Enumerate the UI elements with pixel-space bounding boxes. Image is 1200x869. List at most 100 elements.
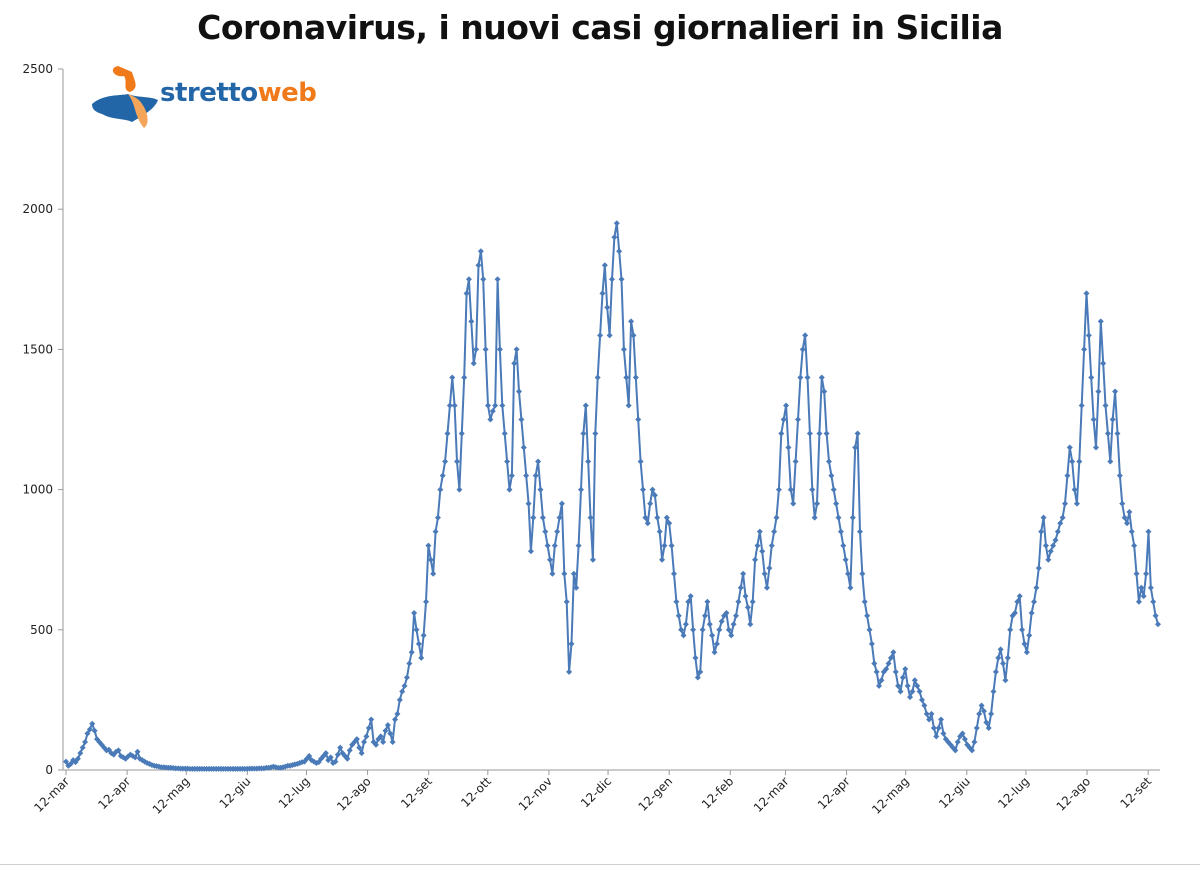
data-point xyxy=(933,733,940,740)
data-point xyxy=(771,528,778,535)
data-point xyxy=(940,730,947,737)
data-point xyxy=(861,598,868,605)
data-point xyxy=(82,738,89,745)
data-point xyxy=(1004,654,1011,661)
data-point xyxy=(914,682,921,689)
data-point xyxy=(706,621,713,628)
data-point xyxy=(1050,542,1057,549)
data-point xyxy=(876,682,883,689)
data-point xyxy=(792,458,799,465)
data-point xyxy=(873,668,880,675)
data-point xyxy=(685,598,692,605)
data-point xyxy=(926,716,933,723)
data-point xyxy=(1014,598,1021,605)
data-point xyxy=(775,486,782,493)
data-point xyxy=(983,719,990,726)
data-point xyxy=(609,276,615,283)
data-point xyxy=(854,430,861,437)
data-point xyxy=(554,528,561,535)
data-point xyxy=(992,668,999,675)
data-point xyxy=(613,220,620,227)
data-point xyxy=(1128,528,1135,535)
data-point xyxy=(1104,430,1111,437)
x-axis-ticks: 12-mar 12-apr 12-mag 12-giu 12-lug 12-ago 12-s… xyxy=(31,770,1154,817)
data-point xyxy=(89,720,96,727)
data-point xyxy=(809,486,816,493)
data-point xyxy=(377,733,384,740)
data-point xyxy=(814,500,821,507)
data-point xyxy=(573,584,580,591)
data-point xyxy=(523,472,530,479)
data-point xyxy=(1007,626,1014,633)
x-tick-label: 12-lug xyxy=(995,774,1032,811)
data-point xyxy=(780,416,787,423)
data-point xyxy=(551,542,558,549)
data-point xyxy=(394,710,401,717)
data-point xyxy=(859,570,866,577)
data-point xyxy=(489,408,496,415)
data-point xyxy=(635,416,642,423)
data-point xyxy=(387,730,394,737)
data-point xyxy=(618,276,625,283)
data-point xyxy=(1135,598,1142,605)
x-tick-label: 12-ago xyxy=(334,774,374,814)
y-axis-ticks: 0 500 1000 1500 2000 2500 xyxy=(22,62,63,777)
data-point xyxy=(1054,528,1061,535)
data-point xyxy=(630,332,637,339)
data-point xyxy=(408,649,415,656)
data-point xyxy=(678,626,685,633)
data-point xyxy=(63,758,69,765)
data-point xyxy=(978,702,985,709)
data-point xyxy=(74,755,81,762)
data-point xyxy=(976,710,983,717)
data-point xyxy=(446,402,453,409)
data-point xyxy=(911,677,918,684)
data-point xyxy=(454,458,461,465)
data-point xyxy=(961,736,968,743)
data-point xyxy=(368,716,375,723)
data-point xyxy=(1109,416,1116,423)
data-point xyxy=(601,262,608,269)
data-point xyxy=(1078,402,1085,409)
data-point xyxy=(837,528,844,535)
data-point xyxy=(496,346,503,353)
data-point xyxy=(434,514,441,521)
data-point xyxy=(606,332,613,339)
data-point xyxy=(892,668,899,675)
data-point xyxy=(711,649,718,656)
data-point xyxy=(1112,388,1119,395)
data-point xyxy=(124,753,131,760)
data-point xyxy=(539,514,546,521)
data-point xyxy=(623,374,630,381)
data-point xyxy=(670,570,677,577)
data-point xyxy=(856,528,863,535)
series-line xyxy=(65,222,1159,770)
data-point xyxy=(1023,649,1030,656)
data-point xyxy=(1088,374,1095,381)
data-point xyxy=(568,640,575,647)
data-point xyxy=(694,674,701,681)
data-point xyxy=(656,528,663,535)
data-point xyxy=(997,646,1004,653)
data-point xyxy=(1040,514,1047,521)
data-point xyxy=(337,744,344,751)
data-point xyxy=(938,716,945,723)
data-point xyxy=(403,674,410,681)
data-point xyxy=(134,748,141,755)
data-point xyxy=(392,716,399,723)
data-point xyxy=(1145,528,1152,535)
data-point xyxy=(818,374,825,381)
data-point xyxy=(594,374,601,381)
x-tick-label: 12-set xyxy=(1118,774,1155,811)
data-point xyxy=(1143,570,1150,577)
x-tick-label: 12-mar xyxy=(751,774,792,815)
data-point xyxy=(589,556,596,563)
data-point xyxy=(692,654,699,661)
data-point xyxy=(597,332,604,339)
data-point xyxy=(833,500,840,507)
data-point xyxy=(77,750,84,757)
data-point xyxy=(504,458,511,465)
data-point xyxy=(599,290,606,297)
data-point xyxy=(582,402,589,409)
